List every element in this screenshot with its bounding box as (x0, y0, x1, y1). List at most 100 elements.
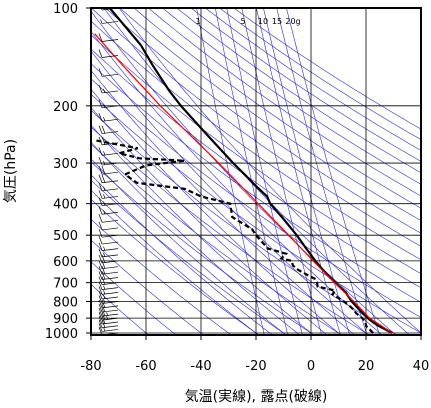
wind-barb-half (103, 299, 106, 304)
wind-barb-flag (101, 303, 106, 313)
y-tick-label: 200 (53, 100, 78, 115)
x-tick-label: 0 (307, 359, 315, 374)
wind-barb-flag (98, 290, 103, 300)
wind-barb-flag (98, 182, 103, 191)
dewpoint-line (93, 139, 374, 334)
dry-adiabat-line (190, 8, 421, 162)
wind-barb-staff (101, 219, 119, 223)
y-tick-label: 1000 (45, 327, 78, 342)
moist-adiabat-line (91, 124, 314, 335)
wind-barb-half (103, 186, 106, 191)
dry-adiabat-line (176, 8, 421, 174)
y-tick-label: 700 (53, 277, 78, 292)
wind-barb-flag (101, 271, 106, 280)
wind-barb-half (103, 103, 106, 108)
wind-barb-flag (98, 84, 103, 94)
dry-adiabat-line (91, 93, 421, 334)
mixing-ratio-label: 15 (272, 17, 282, 26)
dry-adiabat-line (91, 239, 205, 335)
wind-barb-staff (101, 39, 119, 42)
data-series (93, 8, 393, 334)
wind-barb-flag (98, 319, 103, 328)
wind-barb-flag (98, 33, 103, 42)
dry-adiabat-line (91, 218, 232, 335)
wind-barb-flag (98, 260, 103, 269)
wind-barb-flag (98, 68, 103, 77)
wind-barb-flag (98, 229, 103, 238)
moist-adiabat-line (91, 88, 342, 335)
wind-barb-flag (98, 323, 103, 332)
dry-adiabat-line (91, 261, 177, 335)
dry-adiabat-line (91, 161, 315, 335)
wind-barb-flag (98, 254, 103, 264)
wind-barb-half (106, 316, 109, 321)
wind-barb-flag (101, 136, 106, 145)
wind-barb-staff (101, 21, 119, 24)
wind-barb-half (103, 201, 106, 206)
wind-barb-flag (98, 242, 103, 251)
wind-barb-flag (101, 254, 106, 264)
wind-barb-half (103, 210, 106, 215)
wind-barb-flag (98, 221, 103, 231)
wind-barb-flag (98, 326, 103, 335)
wind-barb-flag (98, 99, 103, 108)
wind-barb-flag (98, 266, 103, 275)
moist-adiabat-line (91, 141, 301, 335)
y-tick-label: 300 (53, 157, 78, 172)
wind-barb-half (103, 252, 106, 258)
dry-adiabat-line (91, 34, 421, 274)
wind-barb-flag (98, 235, 103, 245)
dry-adiabat-line (91, 143, 343, 335)
mixing-ratio-line (196, 8, 265, 335)
wind-barb-flag (98, 312, 103, 321)
wind-barb-flag (98, 271, 103, 280)
wind-barb-staff (101, 241, 119, 245)
moist-adiabat-line (91, 174, 273, 335)
wind-barb-flag (101, 276, 106, 285)
wind-barb-flag (98, 281, 103, 290)
x-axis-ticks: -80 -60 -40 -20 0 20 40 (80, 335, 429, 374)
wind-barb-flag (98, 315, 103, 325)
mixing-ratio-line (263, 8, 350, 335)
wind-barb-staff (101, 234, 119, 238)
wind-barb-flag (101, 174, 106, 183)
wind-barb-half (103, 327, 106, 332)
mixing-ratio-label: 10 (258, 17, 268, 26)
wind-barb-half (106, 312, 109, 317)
wind-barb-half (103, 194, 106, 199)
wind-barb-half (103, 88, 106, 94)
mixing-ratio-label: 20g (285, 17, 300, 26)
mixing-ratio-label: 5 (240, 17, 245, 26)
wind-barb-flag (98, 286, 103, 295)
wind-barb-half (103, 151, 106, 156)
x-tick-label: -40 (190, 359, 211, 374)
wind-barb-staff (101, 73, 119, 77)
mixing-ratio-line (215, 8, 289, 335)
moist-adiabat-line (91, 70, 356, 335)
wind-barb-flag (98, 190, 103, 199)
dry-adiabat-line (204, 8, 421, 151)
dry-adiabat-line (119, 8, 421, 221)
dry-adiabat-line (91, 63, 421, 303)
wind-barb-flag (98, 166, 103, 175)
mixing-ratio-line (256, 8, 341, 335)
wind-barb-staff (101, 55, 119, 58)
wind-barb-half (103, 160, 106, 166)
wind-barb-flag (98, 248, 103, 258)
x-tick-label: 40 (413, 359, 430, 374)
parcel-line (94, 33, 393, 334)
x-tick-label: 20 (358, 359, 375, 374)
dry-adiabat-line (133, 8, 421, 209)
wind-barb-flag (98, 295, 103, 304)
x-tick-label: -80 (80, 359, 101, 374)
y-tick-label: 500 (53, 229, 78, 244)
wind-barb-half (103, 290, 106, 295)
wind-barb-flag (98, 49, 103, 58)
wind-barb-half (100, 8, 103, 11)
wind-barb-flag (98, 197, 103, 206)
wind-barb-flag (98, 156, 103, 166)
mixing-ratio-labels: 1 5 10 15 20g (195, 17, 300, 26)
moist-adiabat-line (118, 8, 421, 334)
dry-adiabat-line (91, 8, 421, 247)
